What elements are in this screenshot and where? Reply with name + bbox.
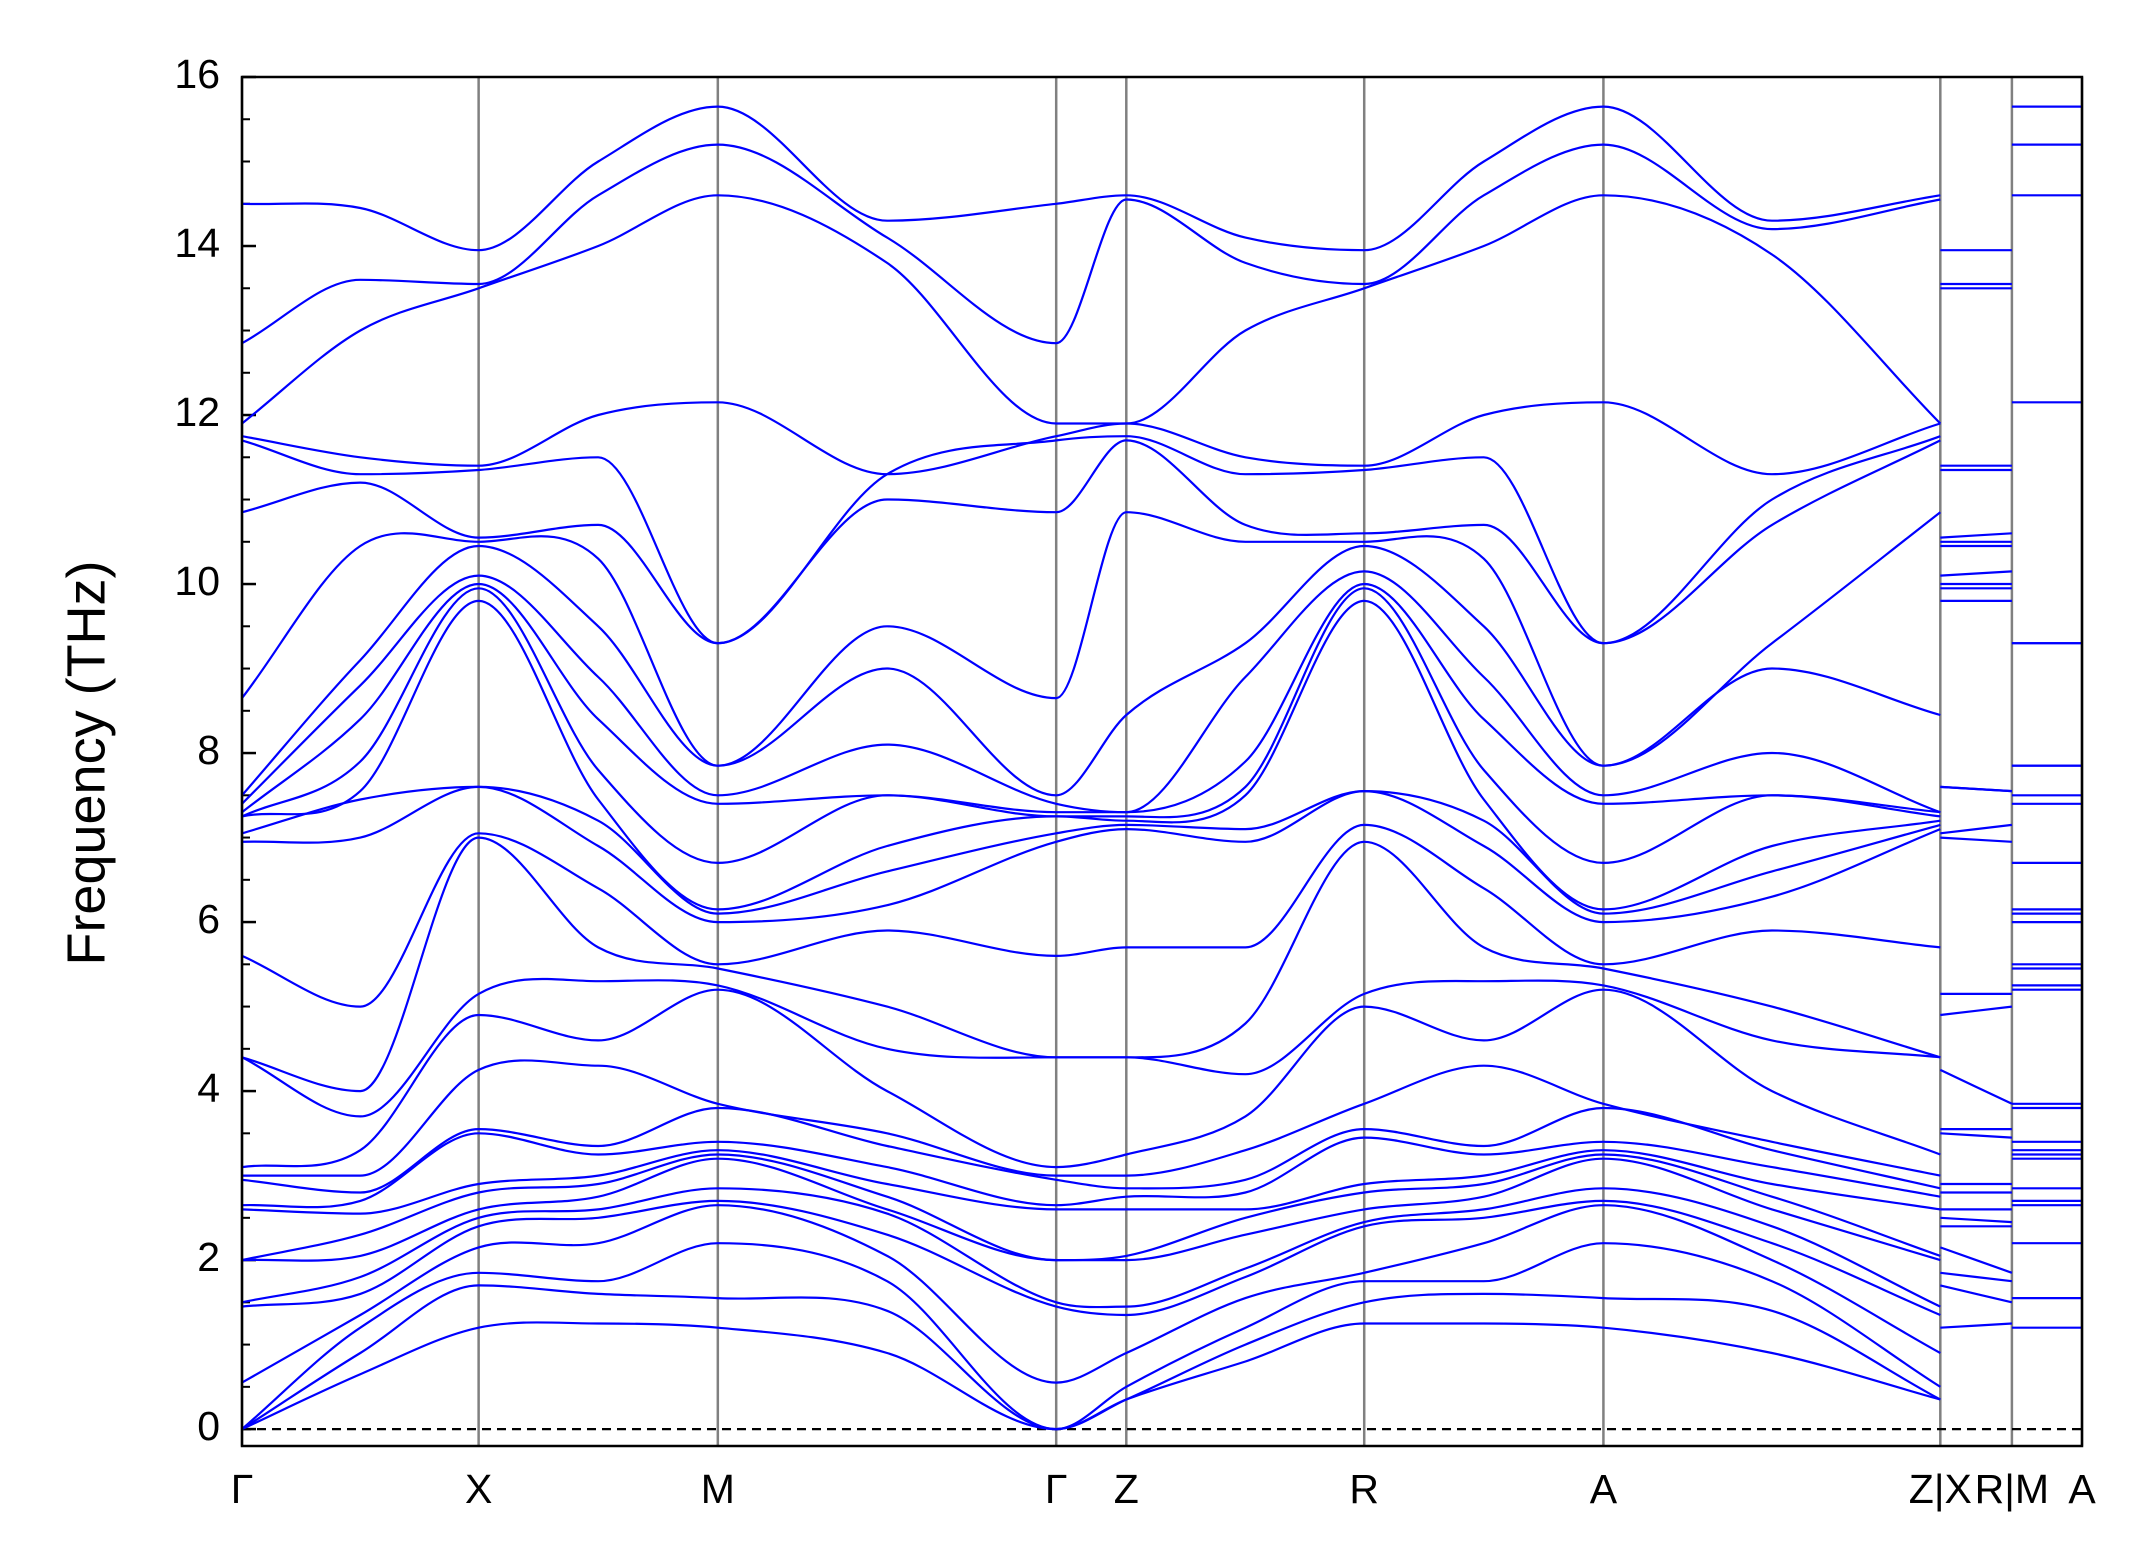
plot-frame <box>240 75 2084 1448</box>
band-line <box>241 511 2082 767</box>
band-line <box>241 1199 2082 1317</box>
band-line <box>241 1321 2082 1431</box>
band-line <box>241 435 2082 645</box>
band-line <box>241 988 2082 1169</box>
band-line <box>241 836 2082 1093</box>
x-tick-label: R <box>1349 1466 1379 1512</box>
x-tick-label: M <box>701 1466 735 1512</box>
band-line <box>241 582 2082 814</box>
band-line <box>241 599 2082 911</box>
band-line <box>241 1149 2082 1215</box>
y-tick-label: 6 <box>197 896 220 942</box>
band-line <box>241 105 2082 252</box>
y-tick-label: 4 <box>197 1065 220 1111</box>
x-tick-label: Γ <box>1045 1466 1068 1512</box>
x-tick-label: Γ <box>231 1466 254 1512</box>
band-line <box>241 1187 2082 1309</box>
x-tick-label: A <box>1590 1466 1618 1512</box>
y-tick-label: 0 <box>197 1403 220 1449</box>
y-tick-label: 12 <box>174 389 220 435</box>
y-tick-label: 10 <box>174 558 220 604</box>
band-line <box>241 1059 2082 1177</box>
x-tick-label: Z|X <box>1909 1466 1972 1512</box>
band-line <box>241 1106 2082 1194</box>
y-tick-label: 2 <box>197 1234 220 1280</box>
band-line <box>241 1284 2082 1431</box>
x-tick-label: Z <box>1114 1466 1139 1512</box>
band-line <box>241 194 2082 425</box>
band-line <box>241 143 2082 345</box>
band-line <box>241 1132 2082 1209</box>
x-tick-label: X <box>465 1466 492 1512</box>
band-line <box>241 785 2082 915</box>
band-line <box>241 977 2082 1118</box>
band-line <box>241 587 2082 865</box>
band-line <box>241 570 2082 814</box>
x-tick-label: A <box>2068 1466 2096 1512</box>
band-line <box>241 1204 2082 1384</box>
x-tick-label: R|M <box>1975 1466 2049 1512</box>
band-line <box>241 1242 2082 1431</box>
y-axis-label: Frequency (THz) <box>56 560 116 965</box>
y-tick-label: 14 <box>174 220 220 266</box>
y-tick-label: 16 <box>174 51 220 97</box>
y-tick-label: 8 <box>197 727 220 773</box>
band-line <box>241 401 2082 476</box>
band-line <box>241 823 2082 1008</box>
band-line <box>241 1153 2082 1262</box>
